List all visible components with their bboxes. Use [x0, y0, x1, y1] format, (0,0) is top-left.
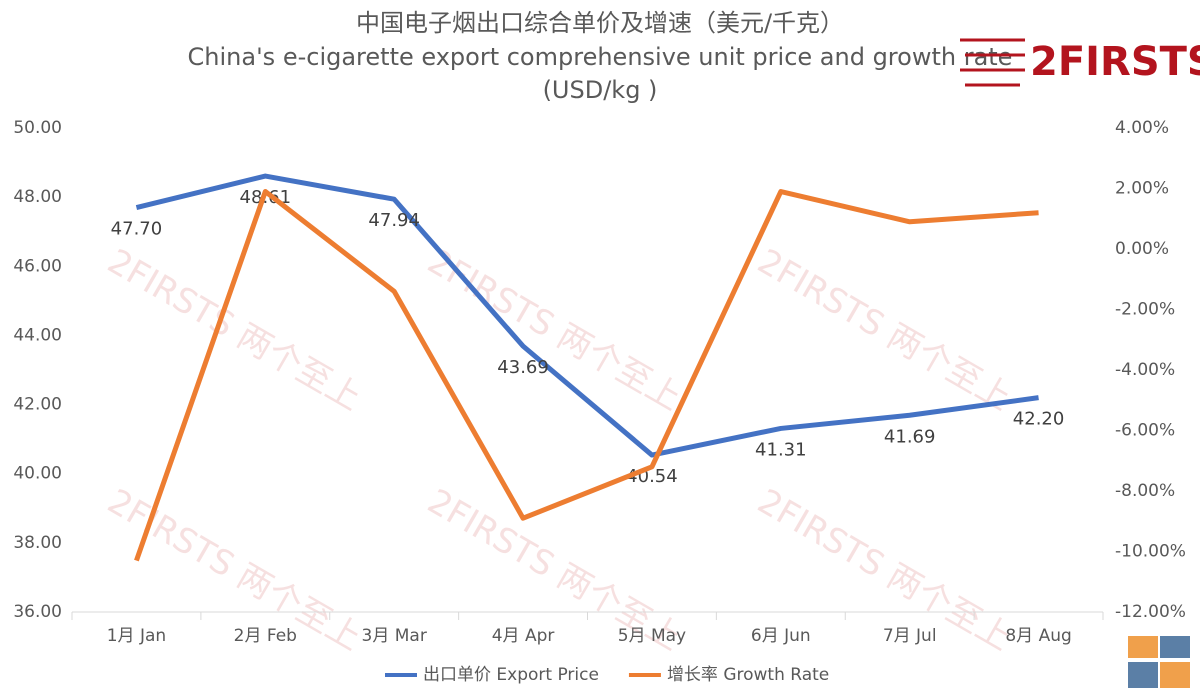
watermark: 2FIRSTS 两个至上	[421, 241, 688, 418]
y2-tick-label: -8.00%	[1115, 481, 1175, 501]
chart-subtitle: China's e-cigarette export comprehensive…	[188, 43, 1013, 71]
series-line	[134, 189, 1039, 562]
watermark: 2FIRSTS 两个至上	[751, 241, 1018, 418]
data-label: 43.69	[497, 357, 549, 378]
y2-tick-label: -4.00%	[1115, 360, 1175, 380]
data-label: 41.31	[755, 439, 807, 460]
watermark: 2FIRSTS 两个至上	[101, 241, 368, 418]
y2-tick-label: -6.00%	[1115, 421, 1175, 441]
y-tick-label: 48.00	[13, 187, 62, 207]
y2-tick-label: 2.00%	[1115, 179, 1169, 199]
y-tick-label: 38.00	[13, 533, 62, 553]
data-label: 47.70	[111, 219, 163, 240]
x-tick-label: 3月 Mar	[362, 626, 427, 646]
y-tick-label: 46.00	[13, 256, 62, 276]
legend-label: 出口单价 Export Price	[423, 665, 599, 685]
y2-tick-label: -10.00%	[1115, 542, 1186, 562]
x-tick-label: 4月 Apr	[492, 626, 555, 646]
x-tick-label: 2月 Feb	[234, 626, 297, 646]
y-tick-label: 50.00	[13, 118, 62, 138]
series-line	[135, 173, 1039, 458]
x-tick-label: 6月 Jun	[751, 626, 811, 646]
x-tick-label: 5月 May	[618, 626, 686, 646]
data-label: 47.94	[368, 210, 420, 231]
y-tick-label: 44.00	[13, 325, 62, 345]
legend-label: 增长率 Growth Rate	[667, 665, 829, 685]
x-tick-label: 8月 Aug	[1005, 626, 1071, 646]
y2-tick-label: -12.00%	[1115, 602, 1186, 622]
x-tick-label: 7月 Jul	[883, 626, 937, 646]
x-tick-label: 1月 Jan	[107, 626, 166, 646]
logo: 2FIRSTS	[1030, 39, 1200, 85]
chart-title: 中国电子烟出口综合单价及增速（美元/千克）	[356, 9, 844, 37]
y-tick-label: 42.00	[13, 395, 62, 415]
y2-tick-label: 0.00%	[1115, 239, 1169, 259]
y2-tick-label: -2.00%	[1115, 300, 1175, 320]
corner-icon	[1128, 636, 1190, 688]
logo-icon	[960, 38, 1025, 87]
y2-tick-label: 4.00%	[1115, 118, 1169, 138]
y-tick-label: 36.00	[13, 602, 62, 622]
unit-note: (USD/kg )	[543, 76, 658, 104]
y-tick-label: 40.00	[13, 464, 62, 484]
data-label: 41.69	[884, 426, 936, 447]
data-label: 42.20	[1013, 409, 1065, 430]
